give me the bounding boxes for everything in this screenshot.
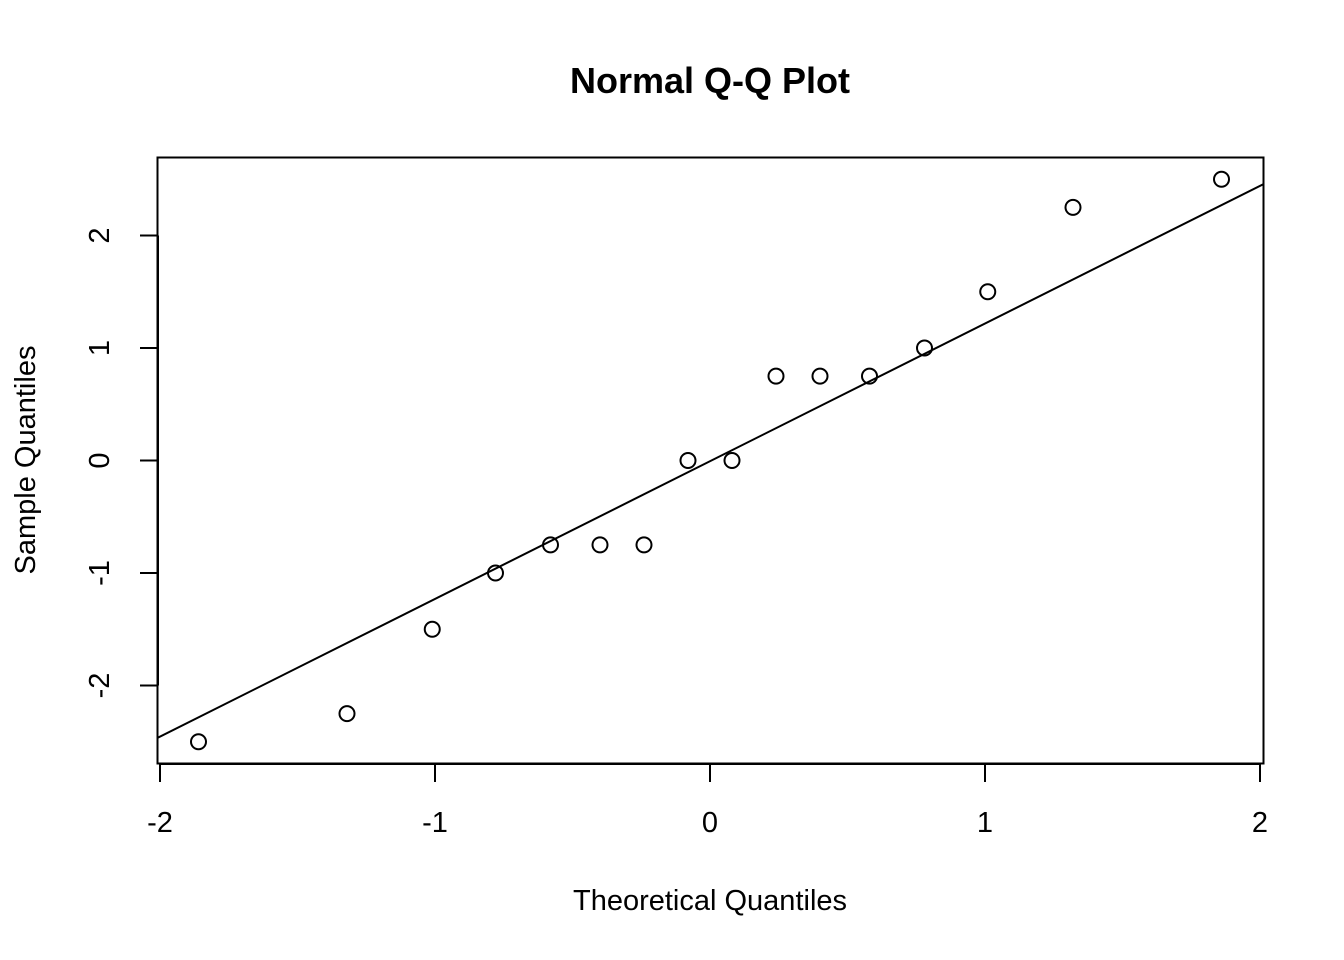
x-tick-label: 1 <box>977 807 993 839</box>
data-point <box>591 536 609 554</box>
y-axis-label: Sample Quantiles <box>10 346 42 575</box>
data-point <box>542 536 559 554</box>
data-point <box>861 367 878 385</box>
x-tick-label: 0 <box>702 807 718 839</box>
data-point <box>1213 170 1230 188</box>
data-point <box>679 452 697 469</box>
data-point <box>635 536 653 554</box>
y-tick-label: 0 <box>84 452 116 468</box>
data-point <box>979 283 997 301</box>
data-point <box>916 339 933 357</box>
data-point <box>338 705 356 723</box>
data-point <box>1064 198 1082 216</box>
data-point <box>723 452 741 469</box>
x-tick-label: -2 <box>147 807 173 839</box>
y-tick-label: -2 <box>84 673 116 699</box>
data-point <box>190 733 207 751</box>
chart-title: Normal Q-Q Plot <box>570 60 850 101</box>
y-tick-label: 2 <box>84 227 116 243</box>
y-tick-label: -1 <box>84 560 116 586</box>
x-tick-label: 2 <box>1252 807 1268 839</box>
data-point <box>423 620 441 638</box>
qq-reference-line <box>158 183 1263 739</box>
data-point <box>811 367 829 385</box>
y-tick-label: 1 <box>84 340 116 356</box>
x-tick-label: -1 <box>422 807 448 839</box>
x-axis-label: Theoretical Quantiles <box>573 885 847 917</box>
data-point <box>487 564 504 582</box>
data-point <box>767 367 785 385</box>
